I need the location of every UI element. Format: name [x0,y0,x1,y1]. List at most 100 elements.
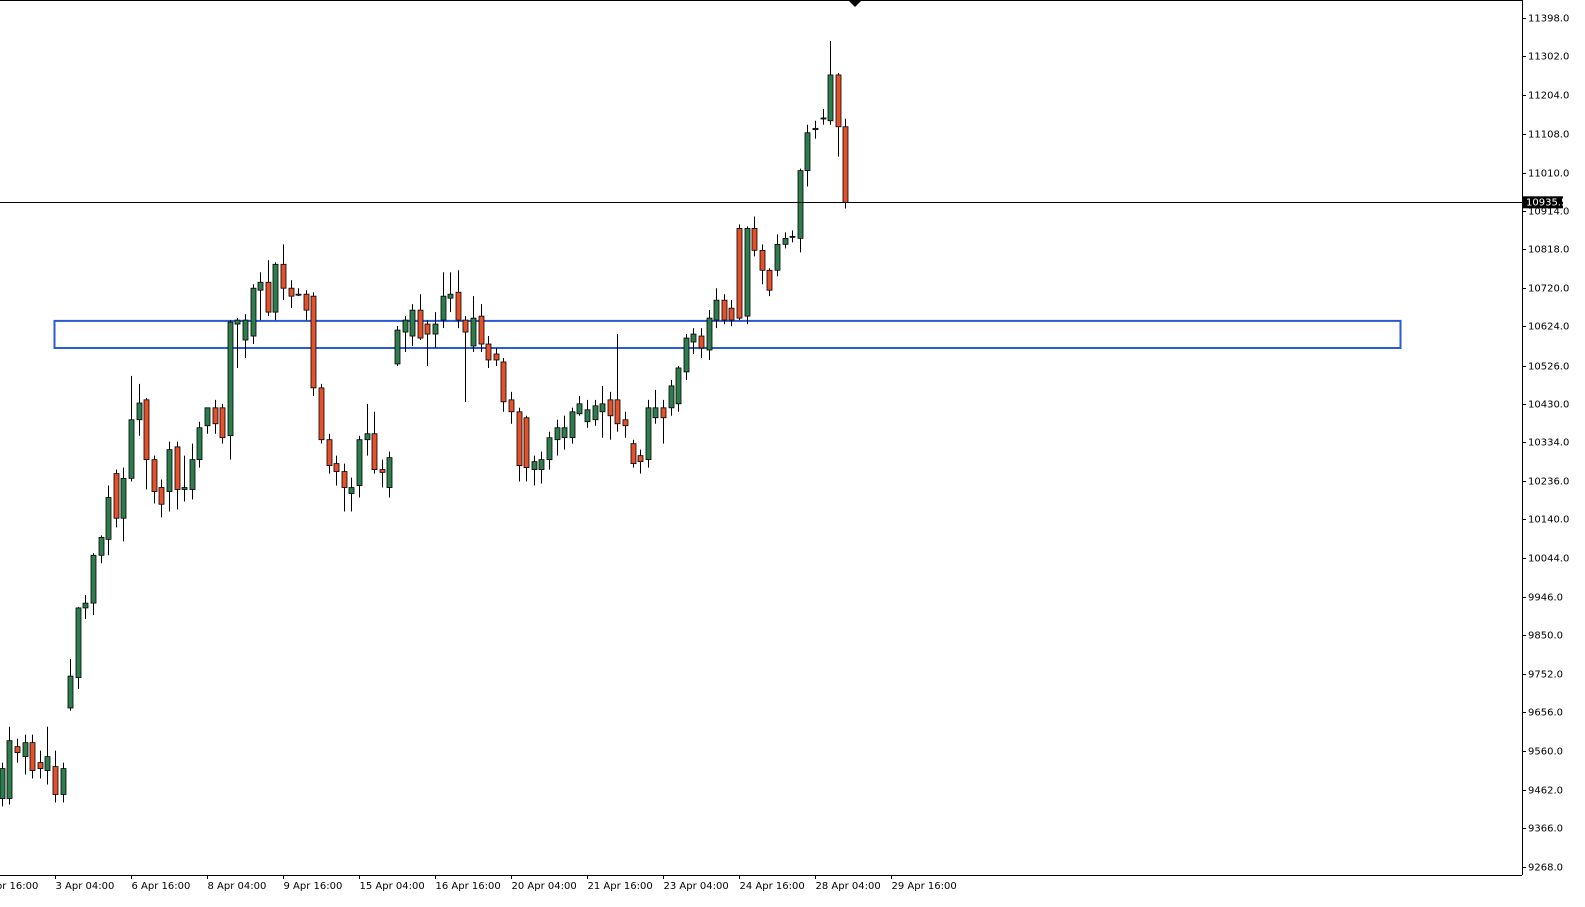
candle-body [113,473,120,519]
candle-body [136,402,143,421]
y-tick-label: 10430.0 [1528,400,1569,411]
y-tick-label: 9560.0 [1528,747,1563,758]
y-tick-label: 10140.0 [1528,515,1569,526]
y-tick-label: 9268.0 [1528,863,1563,874]
candle-body [424,323,431,335]
y-tick-label: 10818.0 [1528,245,1569,256]
candle-body [470,317,477,347]
candle-body [379,469,386,473]
x-tick-label: 16 Apr 16:00 [436,881,501,892]
candle-body [44,756,51,771]
x-tick-label: 15 Apr 04:00 [360,881,425,892]
candle-body [371,433,378,470]
candle-body [189,459,196,490]
candle-body [447,293,454,299]
candle-body [561,427,568,439]
candle-body [766,269,773,291]
x-tick-label: 29 Apr 16:00 [892,881,957,892]
plot-area [0,41,1522,807]
candle-body [22,742,29,758]
candle-body [128,419,135,479]
candle-body [272,263,279,313]
x-tick-label: 2 Apr 16:00 [0,881,38,892]
candle-body [158,487,165,505]
candle-body [348,487,355,494]
x-tick-label: 24 Apr 16:00 [740,881,805,892]
candle-body [782,237,789,245]
candle-body [250,287,257,337]
candle-body [493,353,500,361]
candle-body [485,343,492,361]
candle-body [713,299,720,321]
candle-body [409,309,416,337]
candle-body [174,446,181,490]
candle-body [698,335,705,349]
candle-body [728,307,735,321]
candle-body [364,433,371,441]
candle-body [98,536,105,556]
candle-body [774,243,781,271]
axes: 11398.0 11302.0 11204.0 11108.0 11010.0 10914… [0,14,1569,893]
candle-body [181,487,188,490]
candle-body [462,319,469,333]
candle-body [508,399,515,413]
candle-body [576,403,583,415]
candle-body [820,117,827,120]
candle-body [90,554,97,604]
y-tick-label: 10624.0 [1528,322,1569,333]
candle-body [318,387,325,441]
candle-body [303,293,310,311]
candle-body [668,385,675,409]
candle-body [675,367,682,405]
candle-body [645,407,652,461]
last-price-box [1523,196,1563,209]
candle-body [204,407,211,427]
candle-body [6,740,13,799]
y-tick-label: 9850.0 [1528,631,1563,642]
shift-marker [849,1,861,7]
x-tick-label: 3 Apr 04:00 [56,881,115,892]
y-tick-label: 10720.0 [1528,284,1569,295]
candle-body [402,319,409,333]
candle-body [478,315,485,345]
candle-body [60,768,67,795]
y-tick-label: 11108.0 [1528,130,1569,141]
candle-body [0,768,6,799]
candle-body [538,459,545,470]
candle-body [721,299,728,321]
candle-body [29,742,36,771]
candle-body [622,419,629,427]
candle-body [265,281,272,313]
candle-body [637,455,644,463]
candle-body [584,409,591,423]
candle-body [607,399,614,417]
candle-body [804,132,811,172]
y-tick-label: 10526.0 [1528,362,1569,373]
candle-body [683,337,690,373]
candle-body [14,746,21,754]
candle-body [569,411,576,439]
candle-body [166,449,173,492]
candle-body [759,249,766,271]
x-tick-label: 9 Apr 16:00 [284,881,343,892]
y-tick-label: 9946.0 [1528,593,1563,604]
candle-body [196,427,203,461]
candle-body [736,228,743,319]
candle-body [75,607,82,679]
candle-body [523,417,530,468]
candle-body [52,766,59,795]
candle-body [751,228,758,251]
last-price-label: 10935.5 [1526,197,1567,208]
candle-body [432,323,439,335]
candle-body [288,287,295,297]
candle-body [630,443,637,465]
candle-body [827,74,834,122]
candle-body [37,762,44,769]
candle-body [326,439,333,467]
candle-body [744,228,751,317]
candle-body [440,295,447,321]
y-tick-label: 11398.0 [1528,14,1569,25]
x-tick-label: 23 Apr 04:00 [664,881,729,892]
y-tick-label: 9366.0 [1528,824,1563,835]
candle-body [599,403,606,413]
